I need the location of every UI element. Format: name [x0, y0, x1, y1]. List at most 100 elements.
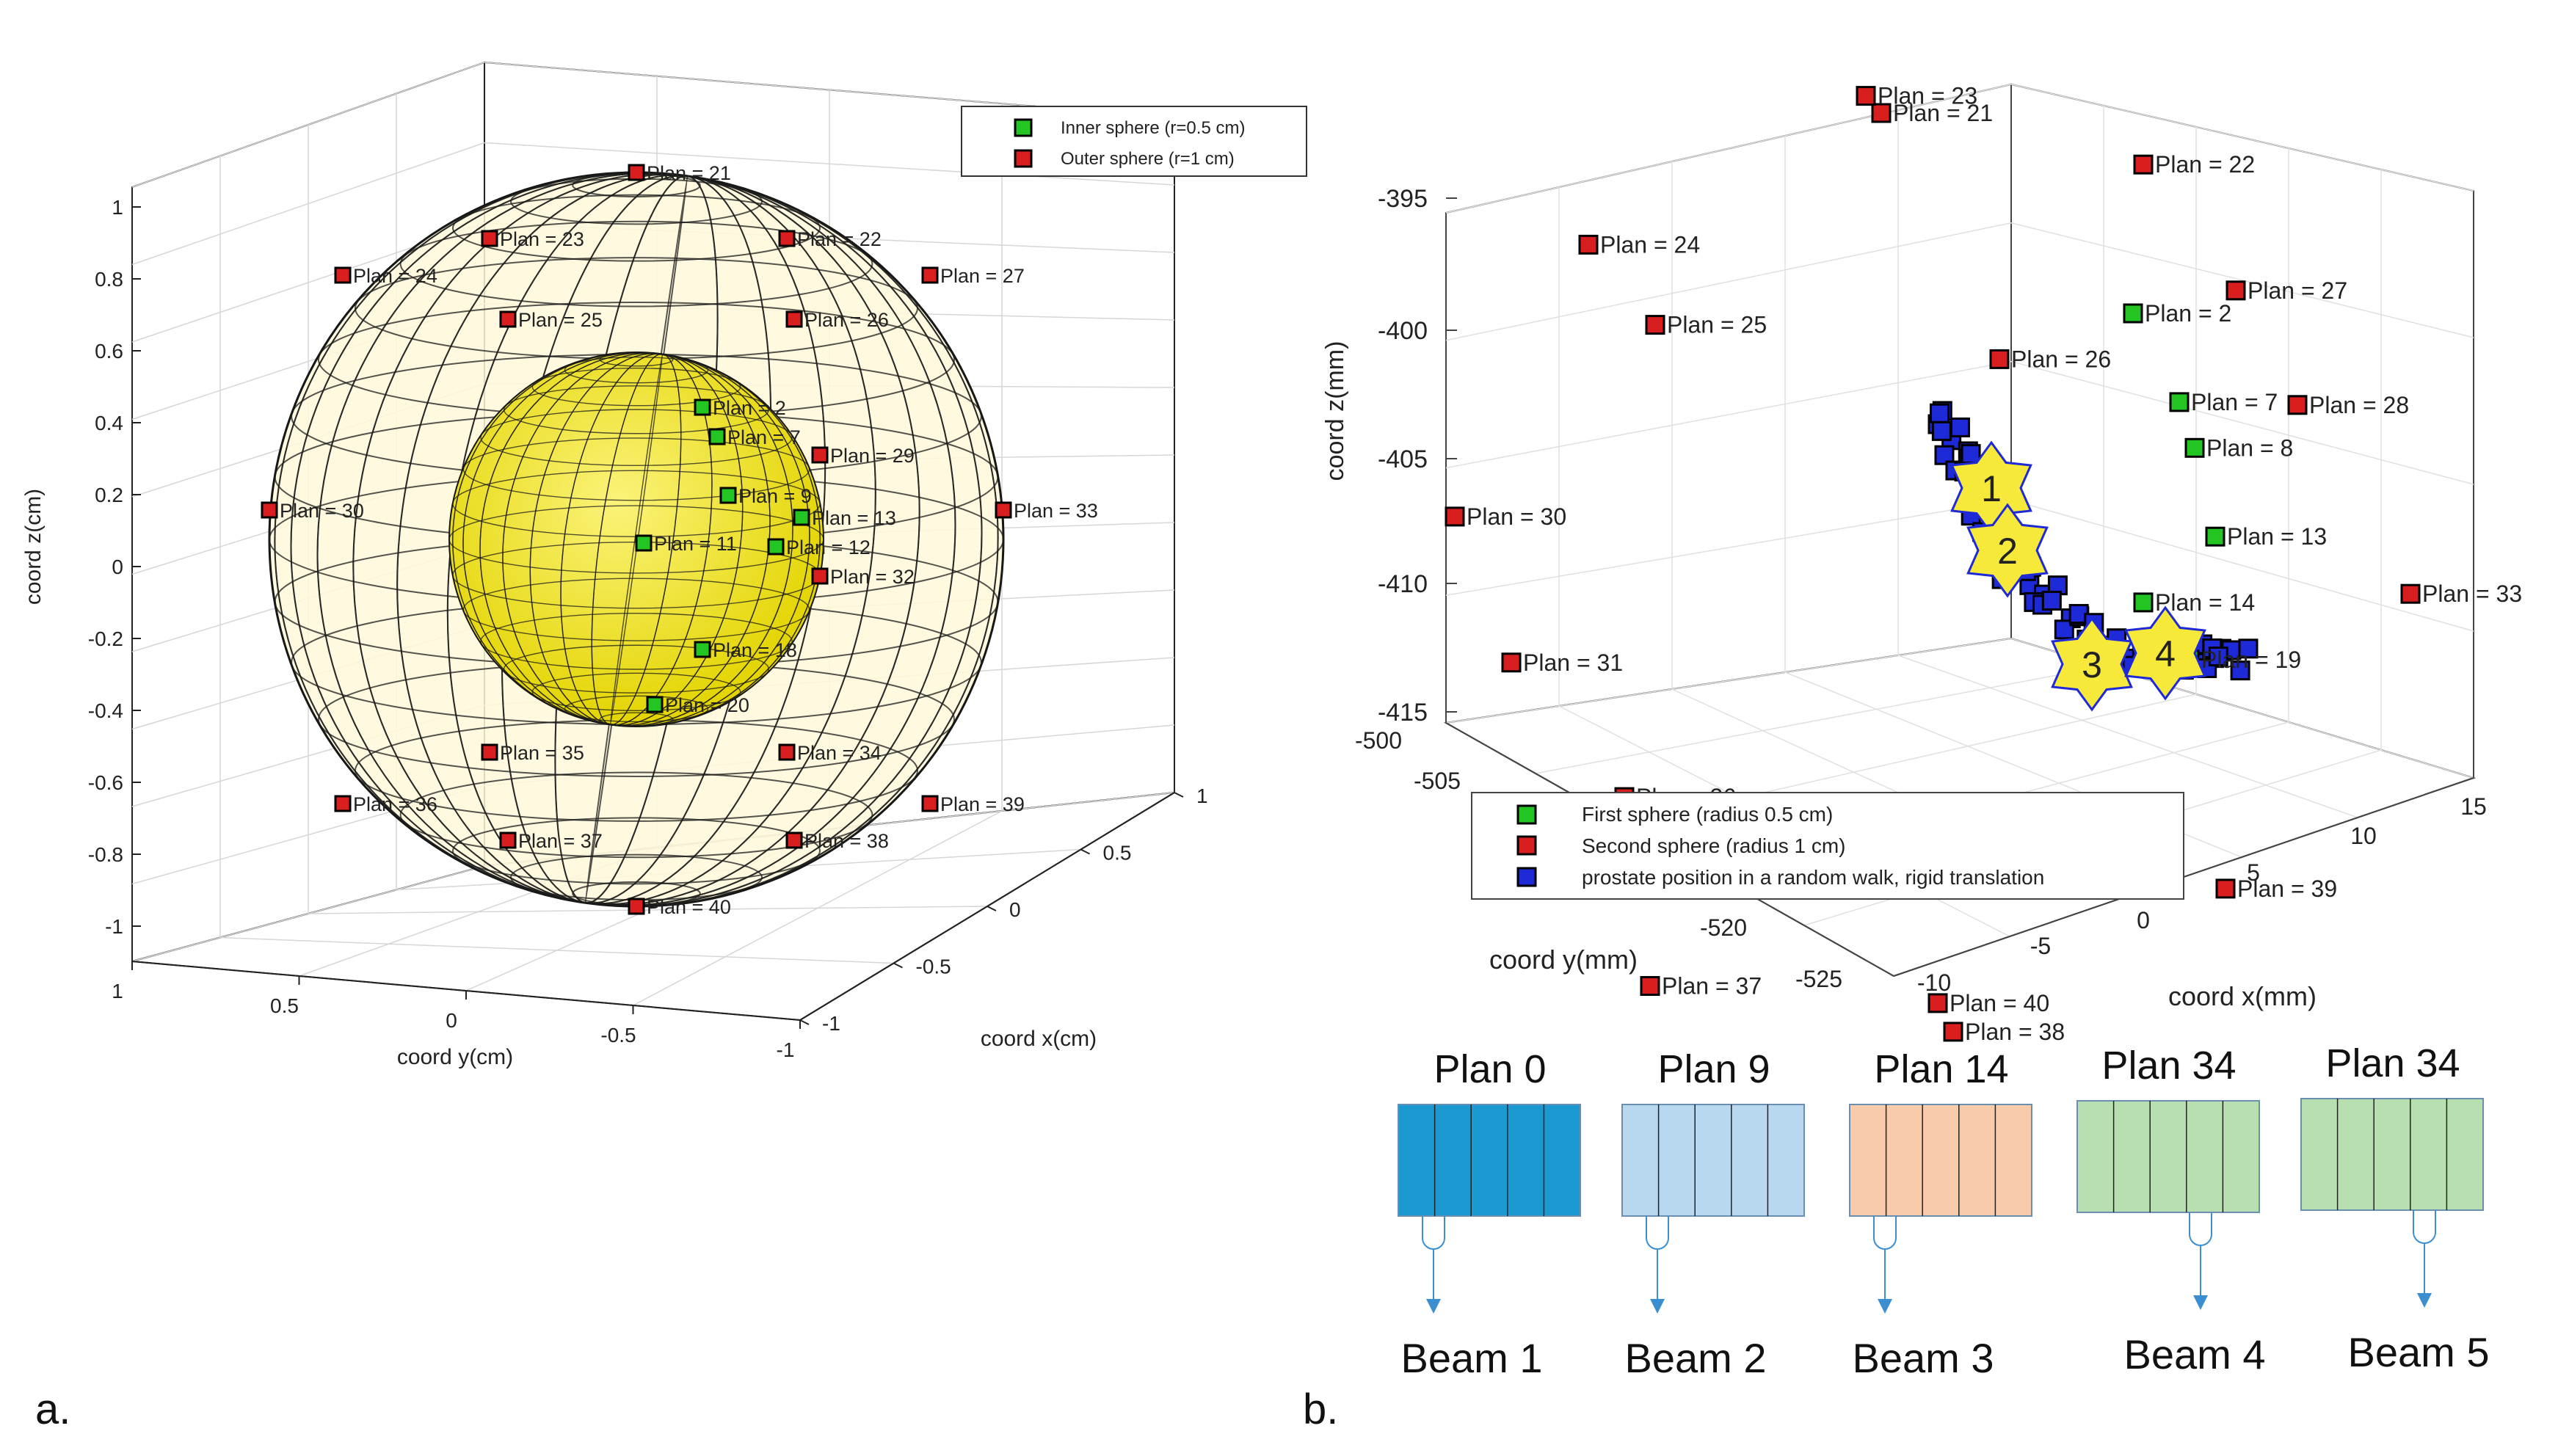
data-label: Plan = 7: [2191, 389, 2278, 415]
data-label: Plan = 37: [518, 830, 603, 852]
tick-label: -520: [1700, 914, 1747, 941]
data-label: Plan = 7: [727, 426, 801, 448]
y-axis-label: coord y(mm): [1489, 944, 1638, 975]
plan-label: Plan 9: [1657, 1047, 1770, 1091]
data-label: Plan = 12: [786, 536, 871, 558]
beam-plan-item: Plan 34 Beam 5: [2300, 1041, 2490, 1375]
data-point: [694, 641, 711, 658]
data-label: Plan = 14: [2155, 589, 2255, 616]
legend-text: prostate position in a random walk, rigi…: [1582, 866, 2044, 889]
grid-line: [308, 906, 988, 914]
data-label: Plan = 33: [2422, 580, 2522, 607]
grid-line: [1445, 499, 2012, 596]
connector: [1646, 1216, 1669, 1250]
beam-label: Beam 2: [1625, 1335, 1767, 1381]
legend-text: First sphere (radius 0.5 cm): [1582, 803, 1833, 826]
tick-label: -1: [822, 1012, 840, 1035]
tick-mark: [986, 906, 997, 911]
latitude-line: [399, 771, 873, 859]
data-label: Plan = 28: [2309, 392, 2409, 418]
beam-label: Beam 4: [2124, 1331, 2266, 1377]
tick-label: -410: [1378, 570, 1428, 598]
data-label: Plan = 31: [1523, 649, 1623, 676]
data-label: Plan = 23: [1878, 83, 1977, 109]
data-point: [1856, 86, 1876, 106]
grid-line: [2010, 222, 2474, 338]
legend-entry-inner: Inner sphere (r=0.5 cm): [1014, 118, 1245, 138]
data-point: [793, 509, 810, 526]
data-point: [1640, 976, 1660, 996]
data-label: Plan = 25: [1667, 312, 1767, 338]
data-label: Plan = 19: [2201, 647, 2301, 673]
data-label: Plan = 37: [1662, 973, 1762, 1000]
tick-label: -0.5: [600, 1024, 636, 1046]
x-axis-label: coord x(cm): [981, 1027, 1097, 1051]
connector: [2413, 1210, 2436, 1244]
data-point: [778, 230, 796, 247]
x-axis-ticks: -10 -5 0 5 10 15: [1917, 793, 2487, 996]
walk-point: [1961, 444, 1981, 465]
tick-label: -0.6: [88, 771, 123, 794]
grid-line: [2010, 499, 2474, 632]
data-label: Plan = 27: [940, 265, 1025, 287]
tick-label: 1: [1196, 785, 1208, 807]
tick-label: -395: [1378, 185, 1428, 213]
latitude-line: [462, 437, 810, 501]
data-label: Plan = 8: [2206, 434, 2293, 461]
data-point: [334, 795, 352, 812]
y-axis-label: coord y(cm): [397, 1045, 513, 1069]
tick-label: 10: [2350, 823, 2377, 849]
beam-label: Beam 1: [1401, 1335, 1543, 1381]
data-point: [1645, 315, 1665, 335]
longitude-line: [274, 172, 999, 907]
grid-line: [1445, 360, 2012, 469]
data-label: Plan = 40: [1950, 990, 2049, 1016]
tick-label: 0.6: [95, 340, 123, 363]
y-axis-ticks: 1 0.5 0 -0.5 -1: [112, 961, 801, 1061]
tick-label: 0: [446, 1009, 457, 1032]
tick-label: -0.8: [88, 843, 123, 866]
data-point: [2215, 878, 2236, 899]
data-label: Plan = 30: [1467, 503, 1566, 530]
data-label: Plan = 2: [2145, 300, 2231, 327]
data-label: Plan = 40: [647, 896, 731, 918]
data-label: Plan = 39: [940, 793, 1025, 815]
data-point: [635, 534, 653, 552]
data-point: [499, 310, 517, 328]
tick-label: 15: [2460, 793, 2487, 820]
star-label: 3: [2082, 644, 2102, 685]
tick-label: -400: [1378, 317, 1428, 345]
tick-label: 0: [2137, 907, 2150, 933]
data-point: [2287, 395, 2308, 415]
legend-entry-outer: Outer sphere (r=1 cm): [1014, 149, 1235, 169]
latitude-line: [480, 612, 793, 670]
data-point: [811, 567, 829, 585]
beam-label: Beam 5: [2348, 1329, 2490, 1375]
data-label: Plan = 2: [713, 397, 786, 419]
grid-line: [1445, 222, 2012, 341]
data-point: [1871, 103, 1892, 123]
grid-line: [1445, 638, 2012, 724]
data-label: Plan = 30: [280, 500, 364, 522]
data-point: [719, 487, 737, 504]
legend-entry-walk: prostate position in a random walk, rigi…: [1516, 866, 2044, 889]
tick-mark: [1174, 792, 1184, 798]
data-label: Plan = 38: [1965, 1019, 2065, 1045]
data-point: [481, 743, 498, 761]
plan-block: [2300, 1098, 2484, 1211]
panel-a-chart: Plan = 2 Plan = 7 Plan = 9 Plan = 11 Plan = …: [21, 61, 1307, 1069]
sample-points: Plan = 2 Plan = 7 Plan = 9 Plan = 11 Plan = …: [261, 162, 1098, 918]
legend: First sphere (radius 0.5 cm) Second sphe…: [1471, 792, 2184, 900]
panel-b-chart: Plan = 2 Plan = 7 Plan = 8 Plan = 13 Plan = …: [1321, 83, 2522, 1381]
tick-label: 0.4: [95, 412, 123, 434]
connector: [2189, 1212, 2212, 1246]
data-label: Plan = 13: [812, 507, 896, 529]
latitude-line: [452, 194, 821, 262]
data-point: [2184, 437, 2205, 458]
z-axis-label: coord z(cm): [21, 489, 46, 605]
walk-point: [2208, 647, 2228, 667]
data-point: [811, 446, 829, 464]
tick-label: -1: [105, 915, 123, 938]
legend-text: Inner sphere (r=0.5 cm): [1061, 118, 1245, 138]
